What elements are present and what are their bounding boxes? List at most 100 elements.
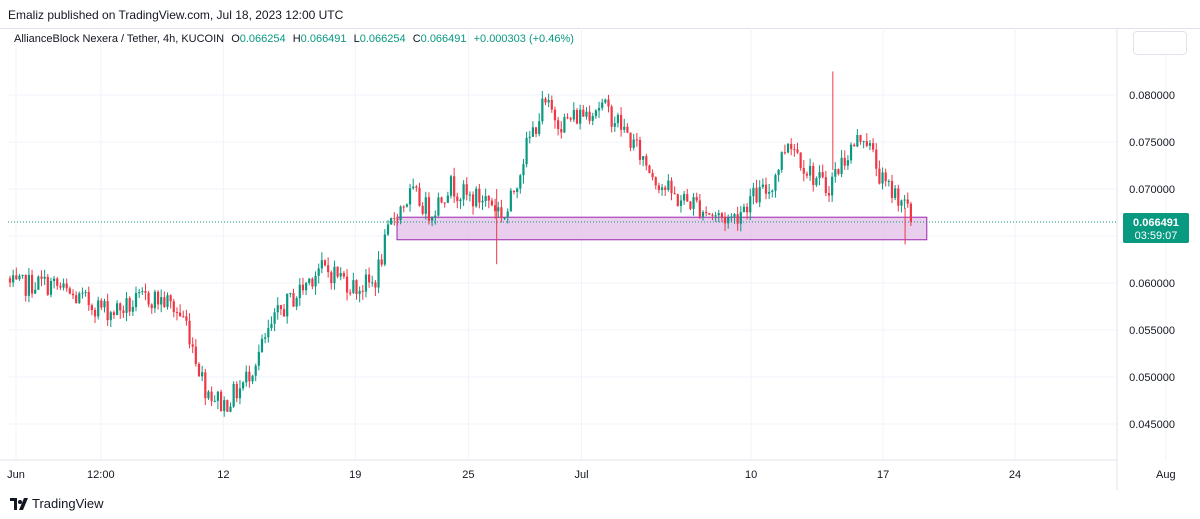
candle-body <box>399 206 402 221</box>
chart-svg[interactable]: 0.0450000.0500000.0550000.0600000.065000… <box>0 28 1200 490</box>
candle <box>34 282 37 295</box>
candle-body <box>528 136 531 138</box>
chart-control-box[interactable] <box>1133 31 1187 55</box>
candle <box>849 142 853 164</box>
candle-body <box>434 215 437 218</box>
candle-body <box>509 190 512 212</box>
candle-body <box>607 99 610 107</box>
candle <box>84 289 87 297</box>
candle <box>534 127 538 138</box>
candle <box>818 165 821 186</box>
candle <box>519 173 522 194</box>
candle <box>254 363 257 382</box>
candle-body <box>421 205 424 214</box>
candle-body <box>412 186 415 189</box>
candle <box>805 171 809 179</box>
candle <box>607 94 610 113</box>
candle <box>204 368 207 406</box>
candle-body <box>245 371 248 383</box>
candle-body <box>846 160 849 166</box>
candle <box>497 201 500 218</box>
candle <box>692 193 695 216</box>
candle-body <box>749 196 752 213</box>
candle-body <box>500 207 503 218</box>
candle <box>147 290 150 308</box>
candle-body <box>270 323 273 329</box>
candle <box>645 153 648 171</box>
candle <box>471 191 475 215</box>
candle-body <box>273 312 276 324</box>
candle <box>30 269 34 298</box>
candle <box>774 173 777 198</box>
candle <box>862 140 865 149</box>
candle-body <box>358 290 361 294</box>
candle <box>412 178 415 190</box>
candle-body <box>342 272 345 277</box>
candle-body <box>402 206 405 208</box>
candle <box>301 277 305 295</box>
candle-body <box>478 188 481 203</box>
candle <box>538 113 541 137</box>
candle-body <box>865 141 868 146</box>
support-zone-rectangle[interactable] <box>396 216 928 241</box>
candle <box>53 275 56 289</box>
candle-body <box>320 260 323 269</box>
candle-body <box>257 351 260 366</box>
candle-body <box>153 291 156 309</box>
candle-body <box>27 274 30 296</box>
legend-close-label: C <box>412 33 421 45</box>
candle-body <box>875 149 878 169</box>
candle <box>642 156 645 167</box>
candle <box>81 287 84 299</box>
candle-body <box>188 320 191 345</box>
candle-body <box>683 194 686 201</box>
candle <box>815 176 818 187</box>
candle <box>345 269 349 301</box>
candle-body <box>431 217 434 221</box>
candle-body <box>78 293 81 303</box>
chart-area[interactable]: 0.0450000.0500000.0550000.0600000.065000… <box>0 28 1200 490</box>
candle-body <box>809 166 812 176</box>
candle-body <box>103 301 106 308</box>
candle-body <box>377 259 380 288</box>
candle-body <box>610 106 613 127</box>
candle <box>160 289 163 313</box>
candle-body <box>333 266 336 284</box>
candle <box>900 199 903 213</box>
candle <box>427 192 431 225</box>
candle <box>134 286 138 312</box>
candle <box>742 203 746 213</box>
legend-open-value: 0.066254 <box>239 33 286 45</box>
candle-body <box>494 205 497 212</box>
candle-body <box>141 291 144 293</box>
candle <box>597 101 601 118</box>
price-badge-price: 0.066491 <box>1133 217 1179 229</box>
candle <box>37 275 40 290</box>
candle <box>733 212 736 224</box>
candle-body <box>134 293 138 308</box>
candle <box>831 172 834 202</box>
candle <box>393 212 396 226</box>
candle-body <box>490 200 494 206</box>
y-tick-label: 0.075000 <box>1129 137 1175 149</box>
candle <box>746 203 749 220</box>
candle-body <box>443 202 446 204</box>
candle <box>487 194 490 209</box>
candle-body <box>84 291 87 293</box>
candle <box>311 277 314 290</box>
candle-body <box>204 372 207 399</box>
candle-body <box>872 143 875 150</box>
candle-body <box>544 98 547 103</box>
candle <box>210 386 213 407</box>
candle <box>317 263 320 284</box>
candle-body <box>345 276 349 293</box>
candle <box>251 374 254 385</box>
candle <box>93 307 97 323</box>
grid <box>8 28 1167 460</box>
candle-body <box>361 290 364 292</box>
candle <box>191 337 194 354</box>
price-scale[interactable]: 0.0450000.0500000.0550000.0600000.065000… <box>1129 90 1175 431</box>
candle-body <box>799 152 802 168</box>
candle-body <box>723 216 727 224</box>
